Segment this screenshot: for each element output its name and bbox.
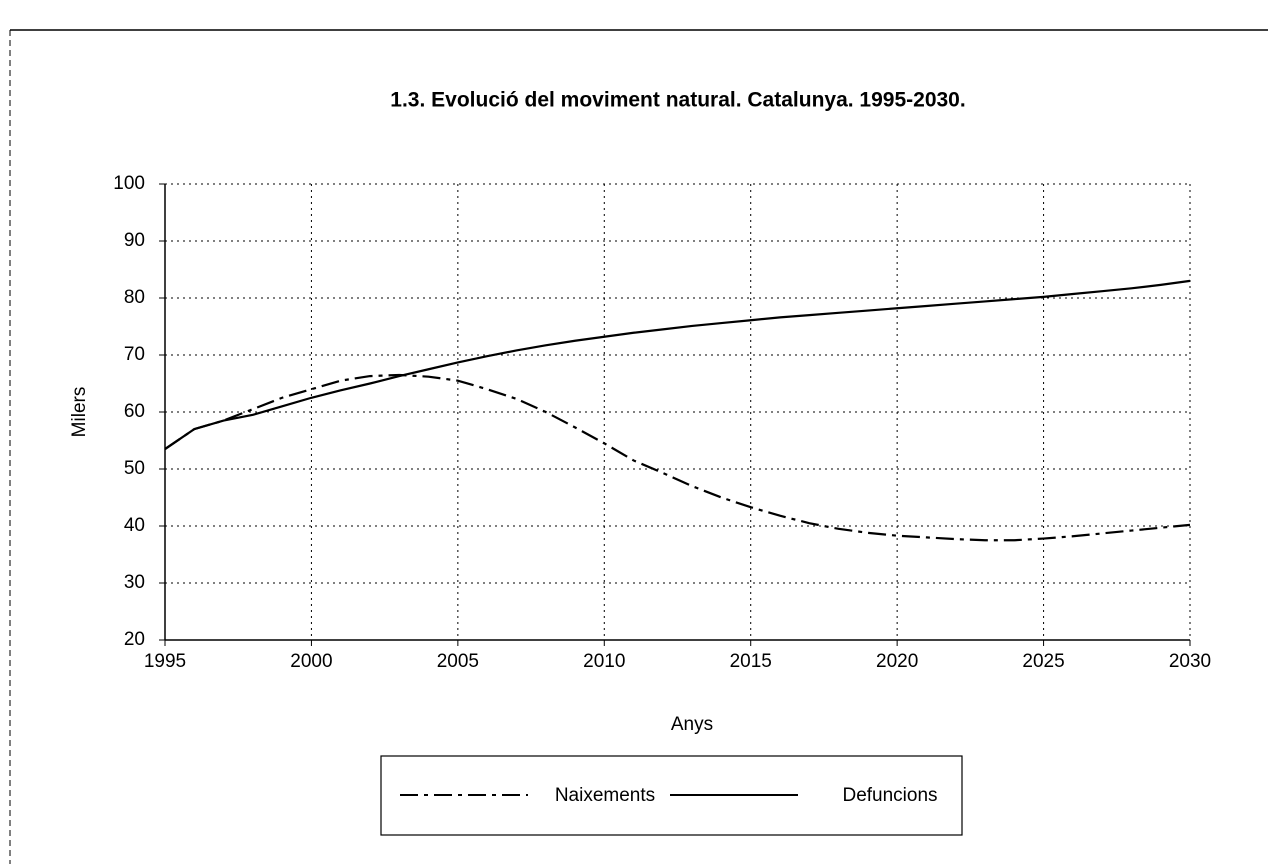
y-tick-label: 50 [124, 458, 145, 479]
x-tick-label: 2000 [290, 651, 332, 672]
x-tick-label: 2030 [1169, 651, 1211, 672]
x-axis-label: Anys [671, 714, 713, 735]
y-tick-label: 40 [124, 515, 145, 536]
y-tick-label: 100 [113, 173, 145, 194]
y-tick-label: 30 [124, 572, 145, 593]
y-tick-label: 90 [124, 230, 145, 251]
legend-label: Naixements [555, 785, 655, 806]
x-tick-label: 2025 [1022, 651, 1064, 672]
y-tick-label: 80 [124, 287, 145, 308]
legend-label: Defuncions [842, 785, 937, 806]
y-axis-label: Milers [69, 387, 90, 438]
chart-title: 1.3. Evolució del moviment natural. Cata… [390, 89, 965, 112]
x-tick-label: 2020 [876, 651, 918, 672]
y-tick-label: 70 [124, 344, 145, 365]
series-line [164, 373, 1191, 542]
x-tick-label: 2015 [730, 651, 772, 672]
y-tick-label: 60 [124, 401, 145, 422]
x-tick-label: 2005 [437, 651, 479, 672]
x-tick-label: 2010 [583, 651, 625, 672]
series-line [164, 279, 1191, 450]
legend-box [380, 755, 963, 836]
x-tick-label: 1995 [144, 651, 186, 672]
y-tick-label: 20 [124, 629, 145, 650]
